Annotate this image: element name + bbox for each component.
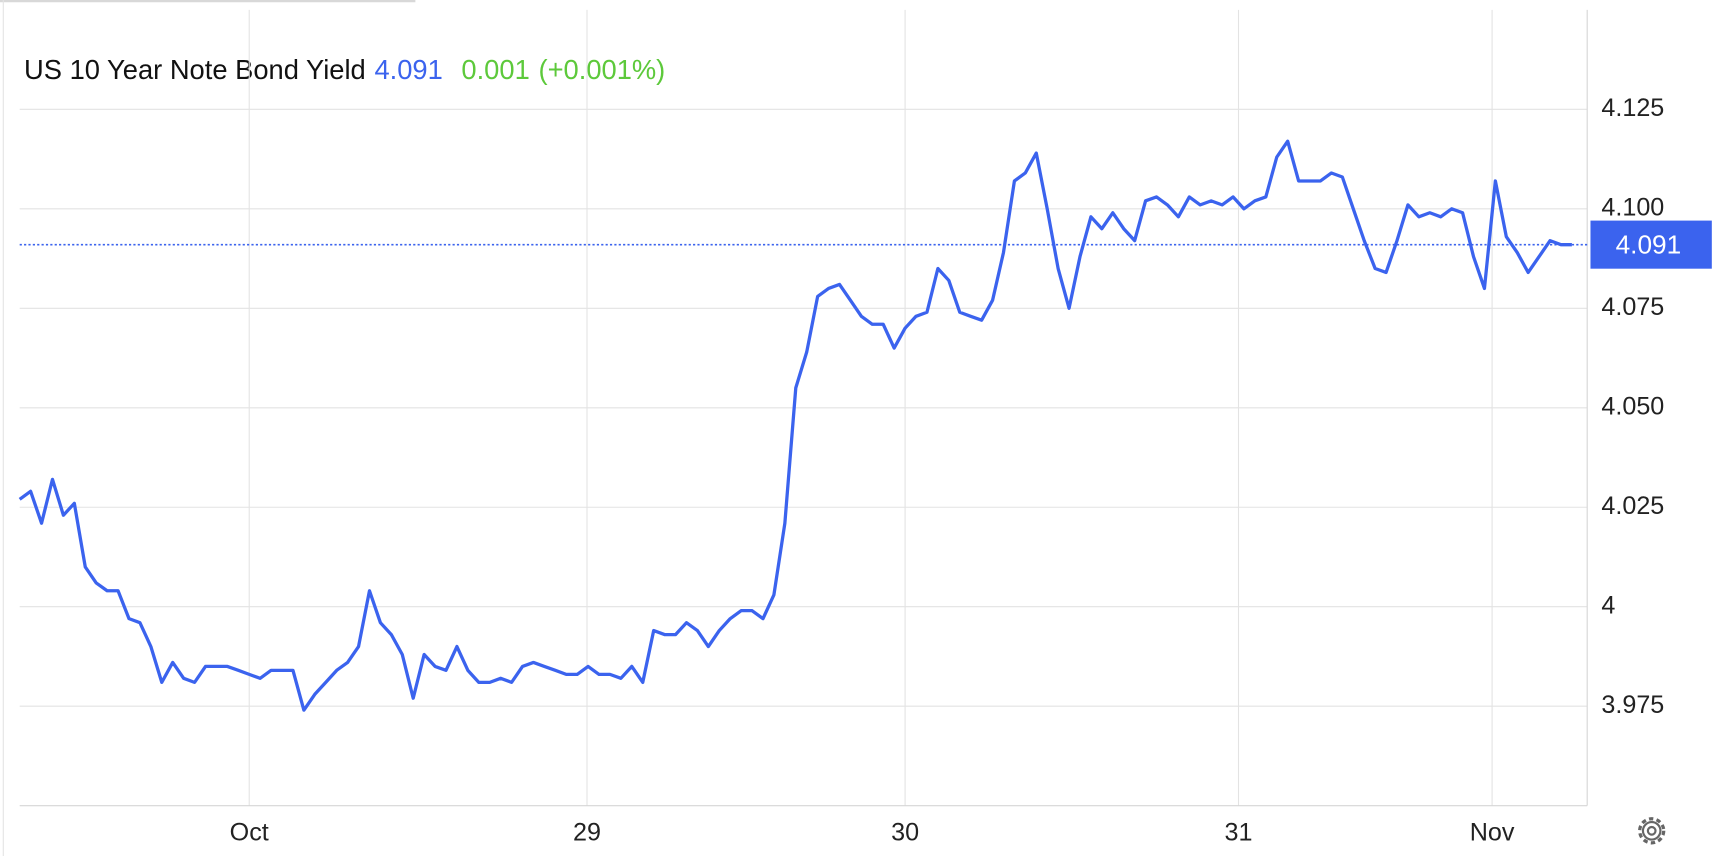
chart-title: US 10 Year Note Bond Yield: [24, 54, 366, 85]
x-tick-label: 31: [1225, 819, 1253, 847]
change: 0.001: [461, 54, 529, 85]
y-tick-label: 4.025: [1601, 492, 1664, 520]
y-tick-label: 4.100: [1601, 193, 1664, 221]
current-value: 4.091: [374, 54, 442, 85]
y-tick-label: 4.125: [1601, 94, 1664, 122]
y-tick-label: 4: [1601, 591, 1615, 619]
y-tick-label: 3.975: [1601, 691, 1664, 719]
gear-teeth: [1638, 817, 1666, 845]
gear-body: [1641, 820, 1662, 841]
header: US 10 Year Note Bond Yield 4.091 0.001 (+0.…: [24, 54, 665, 85]
x-tick-label: 30: [891, 819, 919, 847]
price-line: [18, 139, 1572, 712]
gear-hole: [1646, 825, 1657, 836]
y-tick-label: 4.075: [1601, 293, 1664, 321]
y-tick-label: 4.050: [1601, 392, 1664, 420]
settings-icon[interactable]: [1638, 817, 1666, 845]
current-value-label: 4.091: [1616, 230, 1682, 260]
x-tick-label: Nov: [1470, 819, 1515, 847]
current-value-badge: [1590, 220, 1712, 269]
x-tick-label: Oct: [230, 819, 269, 847]
change-percent: (+0.001%): [539, 54, 666, 85]
x-tick-label: 29: [573, 819, 601, 847]
